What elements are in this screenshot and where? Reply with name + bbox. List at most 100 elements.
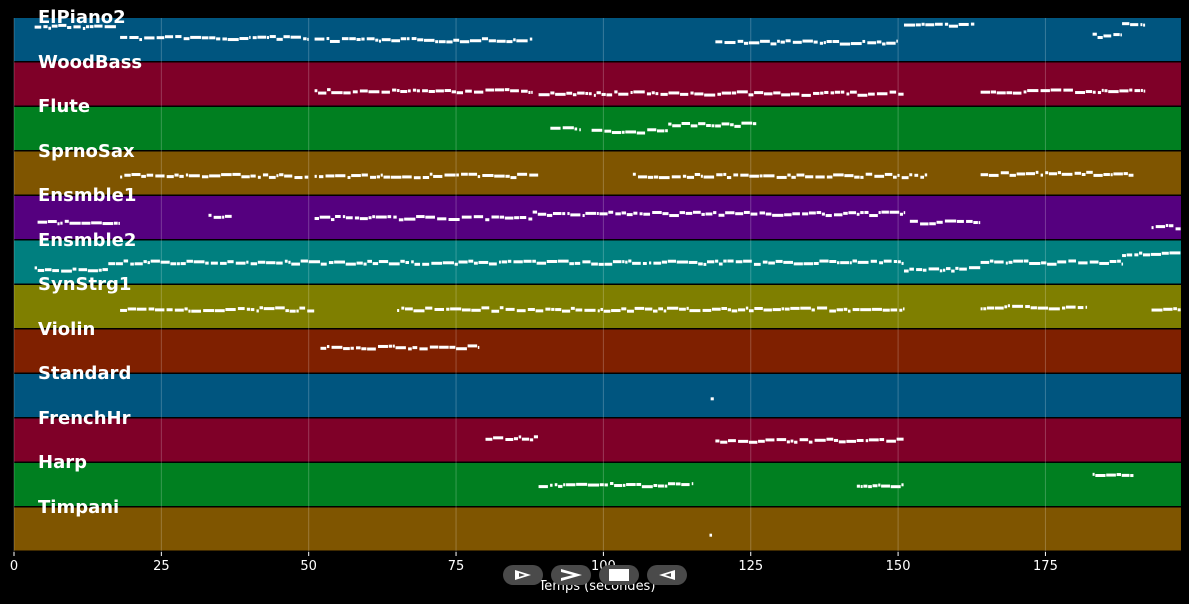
- note-sprnosax: [1016, 172, 1026, 176]
- note-flute: [591, 128, 603, 132]
- track-label-elpiano2: ElPiano2: [38, 7, 126, 28]
- x-tick-label: 0: [9, 559, 19, 574]
- note-elpiano2: [886, 41, 896, 45]
- note-woodbass: [327, 88, 331, 92]
- note-woodbass: [381, 90, 390, 94]
- note-synstrg1: [1012, 304, 1024, 308]
- note-frenchhr: [485, 437, 493, 441]
- note-synstrg1: [191, 309, 201, 313]
- note-ensmble1: [585, 211, 597, 215]
- note-synstrg1: [1048, 307, 1060, 311]
- note-frenchhr: [738, 439, 749, 443]
- note-frenchhr: [833, 438, 839, 442]
- note-sprnosax: [796, 173, 805, 177]
- note-elpiano2: [257, 35, 267, 39]
- note-woodbass: [754, 91, 764, 95]
- stop-button[interactable]: [599, 565, 639, 585]
- note-ensmble2: [411, 260, 414, 264]
- note-woodbass: [504, 88, 510, 92]
- note-sprnosax: [893, 175, 897, 179]
- note-elpiano2: [329, 39, 340, 43]
- note-elpiano2: [94, 24, 103, 28]
- note-elpiano2: [862, 39, 866, 43]
- note-ensmble2: [1047, 262, 1057, 266]
- note-sprnosax: [294, 176, 303, 180]
- note-ensmble2: [1068, 259, 1076, 263]
- note-ensmble1: [725, 211, 735, 215]
- note-ensmble2: [513, 260, 523, 264]
- note-sprnosax: [682, 174, 687, 178]
- note-violin: [419, 347, 428, 351]
- note-sprnosax: [703, 175, 715, 179]
- note-sprnosax: [901, 176, 909, 180]
- fast-forward-button[interactable]: [551, 565, 591, 585]
- note-elpiano2: [876, 40, 882, 44]
- note-elpiano2: [82, 26, 86, 30]
- note-sprnosax: [1045, 171, 1049, 175]
- note-woodbass: [868, 92, 875, 96]
- note-ensmble2: [266, 261, 276, 265]
- note-ensmble2: [1150, 252, 1162, 256]
- note-synstrg1: [1062, 306, 1066, 310]
- note-sprnosax: [390, 175, 402, 179]
- rewind-button[interactable]: [647, 565, 687, 585]
- note-ensmble1: [864, 210, 869, 214]
- note-standard: [710, 397, 714, 401]
- note-woodbass: [630, 91, 633, 95]
- note-frenchhr: [758, 439, 765, 443]
- note-synstrg1: [555, 308, 562, 312]
- note-ensmble1: [750, 212, 758, 216]
- note-sprnosax: [632, 172, 636, 176]
- note-ensmble1: [669, 214, 679, 218]
- note-elpiano2: [227, 38, 239, 42]
- note-ensmble1: [387, 215, 392, 219]
- x-tick-label: 150: [885, 559, 911, 574]
- note-synstrg1: [471, 308, 481, 312]
- note-synstrg1: [597, 309, 600, 313]
- note-synstrg1: [166, 308, 173, 312]
- note-sprnosax: [694, 172, 701, 176]
- note-elpiano2: [802, 39, 813, 43]
- note-elpiano2: [391, 39, 401, 43]
- note-ensmble1: [856, 212, 860, 216]
- note-harp: [860, 485, 863, 489]
- note-sprnosax: [924, 173, 928, 177]
- note-ensmble2: [37, 268, 45, 272]
- note-synstrg1: [188, 309, 191, 313]
- note-ensmble1: [1155, 225, 1166, 229]
- note-violin: [326, 345, 330, 349]
- play-button[interactable]: [503, 565, 543, 585]
- note-violin: [350, 346, 354, 350]
- note-violin: [449, 345, 456, 349]
- note-sprnosax: [860, 175, 864, 179]
- note-woodbass: [857, 93, 868, 97]
- note-ensmble1: [718, 213, 725, 217]
- note-ensmble1: [909, 219, 918, 223]
- x-tick-label: 25: [153, 559, 170, 574]
- note-ensmble2: [400, 259, 405, 263]
- note-sprnosax: [826, 175, 833, 179]
- note-sprnosax: [909, 173, 913, 177]
- note-ensmble2: [501, 260, 508, 264]
- note-ensmble1: [118, 221, 120, 225]
- note-woodbass: [1012, 91, 1022, 95]
- note-sprnosax: [250, 174, 256, 178]
- note-flute: [721, 122, 730, 126]
- note-elpiano2: [43, 25, 48, 29]
- note-woodbass: [510, 89, 519, 93]
- note-synstrg1: [237, 307, 245, 311]
- note-ensmble1: [743, 210, 750, 214]
- note-sprnosax: [686, 175, 695, 179]
- note-ensmble2: [1099, 261, 1109, 265]
- note-woodbass: [392, 88, 397, 92]
- note-synstrg1: [679, 307, 686, 311]
- note-flute: [636, 131, 646, 135]
- note-sprnosax: [456, 173, 459, 177]
- note-synstrg1: [731, 309, 738, 313]
- note-flute: [741, 121, 753, 125]
- note-frenchhr: [513, 437, 518, 441]
- note-ensmble1: [113, 221, 118, 225]
- note-ensmble2: [507, 259, 512, 263]
- note-woodbass: [1085, 90, 1093, 94]
- note-synstrg1: [225, 308, 236, 312]
